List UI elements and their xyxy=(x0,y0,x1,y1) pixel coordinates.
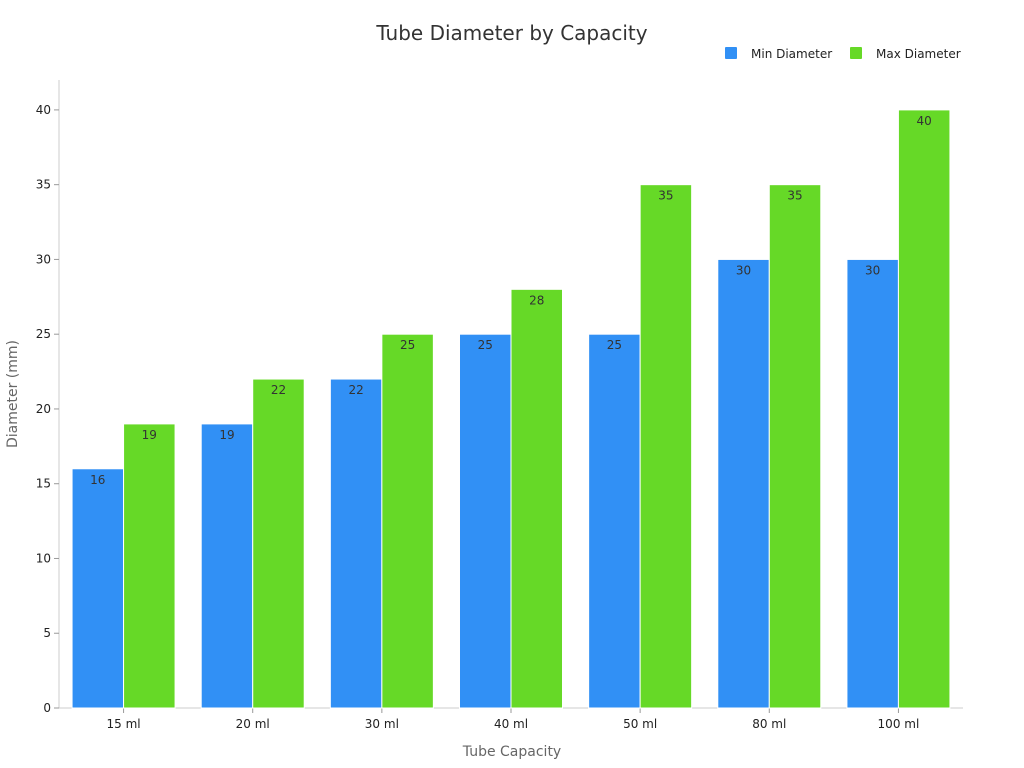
y-axis-title: Diameter (mm) xyxy=(5,340,21,448)
bar-min-diameter xyxy=(717,258,770,709)
x-tick-label: 80 ml xyxy=(752,717,786,731)
y-tick-label: 30 xyxy=(36,252,51,266)
x-tick-label: 50 ml xyxy=(623,717,657,731)
x-tick-label: 20 ml xyxy=(236,717,270,731)
bar-min-diameter xyxy=(71,468,125,709)
bar-value-label: 30 xyxy=(865,263,880,277)
bar-max-diameter xyxy=(897,109,951,709)
bar-value-label: 22 xyxy=(348,383,363,397)
y-tick-label: 25 xyxy=(36,327,51,341)
legend: Min Diameter Max Diameter xyxy=(725,47,961,61)
bar-labels: 16 19 19 22 22 25 25 28 25 35 30 35 30 40 xyxy=(90,114,932,487)
bar-value-label: 35 xyxy=(658,189,673,203)
y-tick-label: 35 xyxy=(36,178,51,192)
bar-value-label: 25 xyxy=(478,338,493,352)
x-axis-title: Tube Capacity xyxy=(462,744,561,760)
bars xyxy=(71,109,951,709)
bar-value-label: 25 xyxy=(607,338,622,352)
bar-max-diameter xyxy=(252,378,305,709)
bar-min-diameter xyxy=(588,333,641,709)
chart-title: Tube Diameter by Capacity xyxy=(375,21,647,45)
bar-value-label: 19 xyxy=(142,428,157,442)
bar-value-label: 25 xyxy=(400,338,415,352)
legend-swatch-min xyxy=(725,47,737,59)
y-tick-label: 5 xyxy=(43,626,51,640)
bar-min-diameter xyxy=(329,378,383,709)
bar-min-diameter xyxy=(846,258,899,709)
bar-value-label: 40 xyxy=(917,114,932,128)
x-tick-label: 40 ml xyxy=(494,717,528,731)
y-tick-label: 10 xyxy=(36,551,51,565)
bar-min-diameter xyxy=(459,333,512,709)
legend-swatch-max xyxy=(850,47,862,59)
bar-min-diameter xyxy=(200,423,254,709)
legend-label-max: Max Diameter xyxy=(876,47,961,61)
x-tick-label: 15 ml xyxy=(107,717,141,731)
x-axis-ticks: 15 ml 20 ml 30 ml 40 ml 50 ml 80 ml 100 ml xyxy=(107,708,920,731)
y-tick-label: 40 xyxy=(36,103,51,117)
bar-max-diameter xyxy=(381,333,434,709)
bar-value-label: 35 xyxy=(787,189,802,203)
x-tick-label: 30 ml xyxy=(365,717,399,731)
bar-value-label: 22 xyxy=(271,383,286,397)
y-axis-ticks: 0 5 10 15 20 25 30 35 40 xyxy=(36,103,59,715)
bar-value-label: 28 xyxy=(529,293,544,307)
bar-max-diameter xyxy=(768,184,822,709)
bar-value-label: 30 xyxy=(736,263,751,277)
bar-max-diameter xyxy=(510,288,563,709)
x-tick-label: 100 ml xyxy=(878,717,920,731)
bar-value-label: 19 xyxy=(219,428,234,442)
y-tick-label: 0 xyxy=(43,701,51,715)
y-tick-label: 20 xyxy=(36,402,51,416)
bar-max-diameter xyxy=(123,423,176,709)
bar-value-label: 16 xyxy=(90,473,105,487)
y-tick-label: 15 xyxy=(36,477,51,491)
legend-label-min: Min Diameter xyxy=(751,47,832,61)
bar-max-diameter xyxy=(639,184,693,709)
